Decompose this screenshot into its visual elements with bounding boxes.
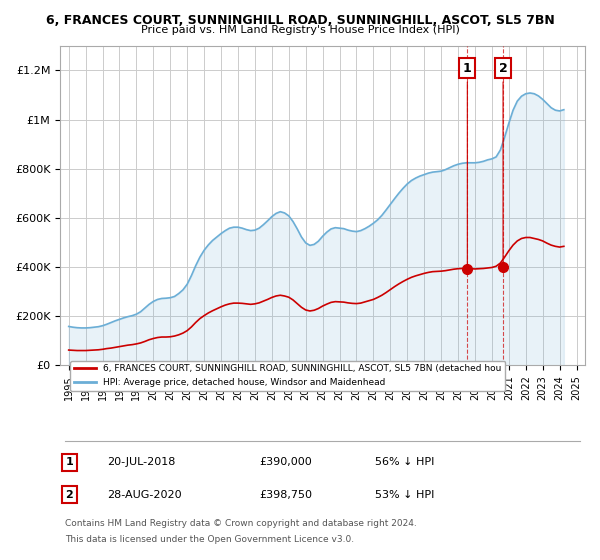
Text: Price paid vs. HM Land Registry's House Price Index (HPI): Price paid vs. HM Land Registry's House … — [140, 25, 460, 35]
Text: £398,750: £398,750 — [260, 489, 313, 500]
Text: 1: 1 — [65, 458, 73, 468]
Text: 53% ↓ HPI: 53% ↓ HPI — [375, 489, 434, 500]
Text: This data is licensed under the Open Government Licence v3.0.: This data is licensed under the Open Gov… — [65, 535, 355, 544]
Text: 20-JUL-2018: 20-JUL-2018 — [107, 458, 176, 468]
Text: 28-AUG-2020: 28-AUG-2020 — [107, 489, 182, 500]
Text: 2: 2 — [65, 489, 73, 500]
Legend: 6, FRANCES COURT, SUNNINGHILL ROAD, SUNNINGHILL, ASCOT, SL5 7BN (detached hou, H: 6, FRANCES COURT, SUNNINGHILL ROAD, SUNN… — [70, 361, 505, 390]
Text: 6, FRANCES COURT, SUNNINGHILL ROAD, SUNNINGHILL, ASCOT, SL5 7BN: 6, FRANCES COURT, SUNNINGHILL ROAD, SUNN… — [46, 14, 554, 27]
Text: 1: 1 — [463, 62, 472, 267]
Text: 56% ↓ HPI: 56% ↓ HPI — [375, 458, 434, 468]
Text: Contains HM Land Registry data © Crown copyright and database right 2024.: Contains HM Land Registry data © Crown c… — [65, 519, 417, 528]
Text: £390,000: £390,000 — [260, 458, 313, 468]
Text: 2: 2 — [499, 62, 508, 264]
